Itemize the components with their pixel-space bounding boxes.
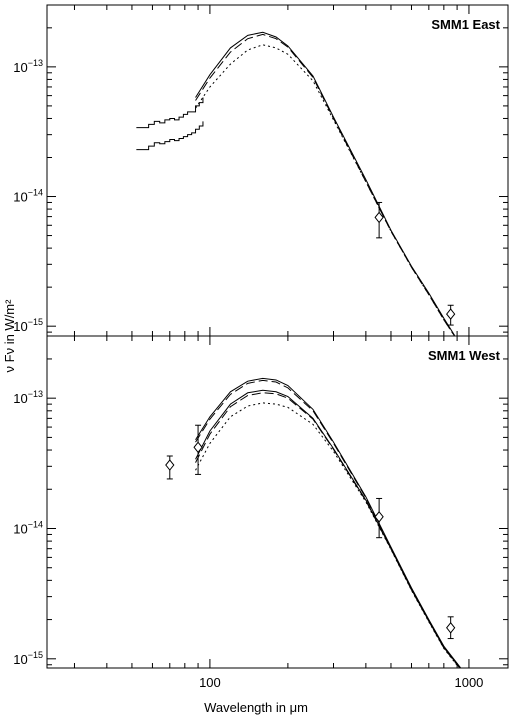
y-axis-label: ν Fν in W/m² xyxy=(2,299,17,373)
model-curve xyxy=(195,377,462,668)
x-axis-label: Wavelength in μm xyxy=(204,700,308,715)
panel-label: SMM1 East xyxy=(431,17,500,32)
x-tick-label: 1000 xyxy=(454,675,483,690)
model-curve xyxy=(195,392,461,668)
plot-area xyxy=(136,31,456,336)
plot-area xyxy=(165,377,462,668)
model-curve xyxy=(195,402,460,668)
y-tick-label: 10−13 xyxy=(13,58,43,75)
panel-label: SMM1 West xyxy=(428,348,501,363)
model-curve xyxy=(195,389,461,668)
y-tick-label: 10−13 xyxy=(13,389,43,406)
y-tick-label: 10−14 xyxy=(13,188,43,205)
data-point xyxy=(374,211,384,224)
data-point xyxy=(193,441,203,454)
data-point xyxy=(446,621,456,634)
data-point xyxy=(446,308,456,320)
plot-frame xyxy=(46,335,509,669)
y-tick-label: 10−15 xyxy=(13,650,43,667)
plot-frame xyxy=(46,4,509,337)
spectrum xyxy=(136,97,204,129)
model-curve xyxy=(195,33,455,336)
model-curve xyxy=(195,31,455,336)
x-tick-label: 100 xyxy=(199,675,221,690)
model-curve xyxy=(195,44,455,336)
model-curve xyxy=(195,379,461,668)
y-tick-label: 10−14 xyxy=(13,519,43,536)
y-tick-label: 10−15 xyxy=(13,317,43,334)
data-point xyxy=(165,459,175,471)
data-point xyxy=(374,510,384,523)
spectrum xyxy=(136,121,204,151)
